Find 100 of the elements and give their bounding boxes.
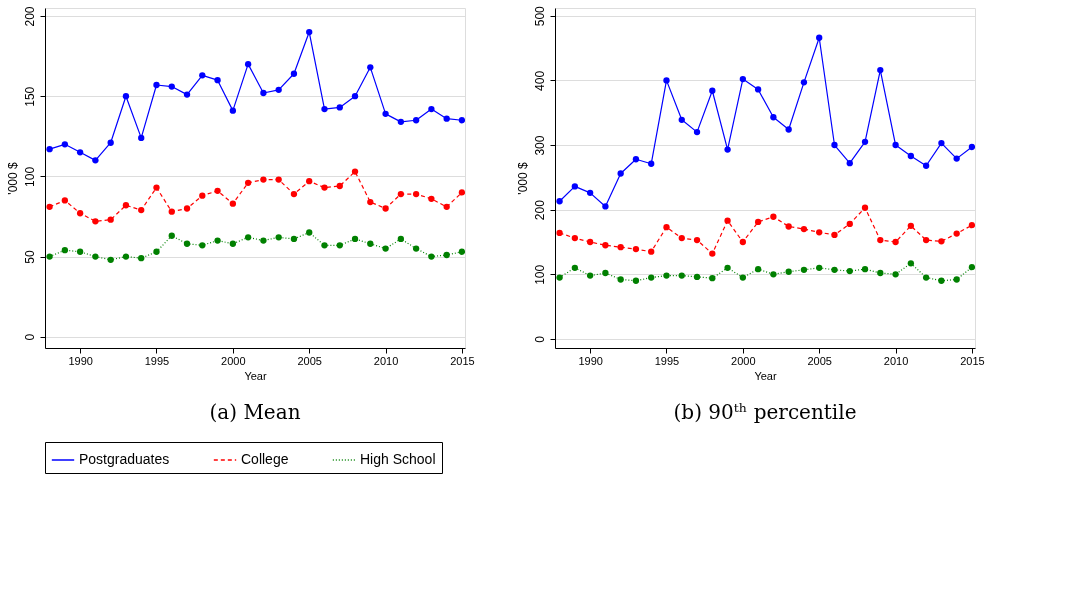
point: [724, 264, 731, 271]
point: [754, 265, 762, 273]
point: [229, 107, 237, 114]
point: [968, 264, 975, 271]
point: [892, 271, 899, 278]
point: [770, 213, 777, 220]
point: [183, 240, 191, 247]
point: [153, 184, 160, 191]
point: [153, 248, 160, 255]
point: [861, 138, 869, 145]
point: [816, 264, 823, 271]
point: [800, 79, 808, 86]
point: [754, 218, 762, 226]
y-axis-title: '000 $: [515, 162, 530, 195]
point: [907, 222, 915, 229]
point: [739, 238, 747, 246]
point: [617, 276, 624, 283]
point: [46, 203, 53, 211]
point: [709, 87, 716, 94]
point: [785, 268, 792, 275]
point: [877, 236, 884, 244]
point: [892, 141, 899, 149]
point: [724, 146, 731, 153]
point: [367, 64, 374, 71]
point: [458, 189, 465, 196]
point: [632, 277, 640, 284]
point: [846, 159, 853, 167]
point: [199, 242, 206, 249]
point: [290, 70, 298, 77]
point: [428, 253, 435, 260]
point: [351, 168, 359, 175]
point: [306, 229, 313, 236]
point: [428, 195, 435, 202]
point: [76, 210, 84, 217]
point: [602, 242, 609, 249]
point: [648, 274, 655, 281]
point: [907, 260, 915, 267]
point: [397, 235, 405, 243]
point: [693, 128, 701, 136]
point: [336, 242, 343, 249]
point: [693, 273, 701, 281]
point: [443, 203, 450, 211]
y-tick-label: 100: [22, 166, 37, 187]
point: [831, 141, 838, 149]
x-tick-label: 2000: [731, 354, 756, 367]
point: [199, 72, 206, 79]
legend-label: High School: [360, 451, 436, 467]
text: (a) Mean: [209, 400, 301, 424]
point: [107, 216, 114, 223]
point: [382, 245, 389, 252]
point: [321, 105, 328, 113]
y-tick-label: 200: [22, 6, 37, 27]
point: [412, 245, 420, 252]
point: [122, 93, 130, 100]
y-tick-label: 0: [532, 335, 547, 343]
point: [754, 86, 762, 93]
point: [76, 248, 84, 255]
point: [92, 218, 99, 225]
point: [260, 89, 267, 97]
point: [800, 225, 808, 233]
point: [367, 240, 374, 247]
point: [122, 253, 130, 260]
point: [556, 198, 563, 205]
point: [785, 126, 792, 133]
x-tick-label: 2005: [807, 354, 832, 367]
y-axis-title: '000 $: [5, 162, 20, 195]
y-tick-label: 300: [532, 135, 547, 156]
point: [306, 28, 313, 36]
point: [199, 192, 206, 199]
x-tick-label: 1990: [68, 354, 93, 367]
point: [693, 236, 701, 244]
y-tick-label: 100: [532, 264, 547, 285]
x-axis-title: Year: [754, 369, 777, 382]
point: [968, 222, 975, 229]
point: [861, 204, 869, 211]
point: [443, 115, 450, 122]
point: [351, 235, 359, 243]
point: [214, 237, 221, 244]
point: [61, 247, 69, 254]
point: [968, 143, 975, 151]
point: [953, 155, 960, 162]
point: [275, 86, 282, 93]
point: [816, 34, 823, 41]
point: [922, 236, 930, 244]
point: [709, 275, 716, 282]
point: [556, 229, 563, 237]
point: [367, 198, 374, 206]
point: [861, 265, 869, 273]
legend-label: Postgraduates: [79, 451, 170, 467]
point: [846, 220, 853, 228]
point: [816, 229, 823, 236]
point: [153, 81, 160, 89]
y-tick-label: 50: [22, 250, 37, 264]
point: [556, 274, 563, 281]
point: [709, 250, 716, 257]
point: [877, 66, 884, 74]
x-tick-label: 2010: [883, 354, 909, 367]
point: [678, 272, 685, 279]
point: [458, 248, 465, 255]
point: [586, 238, 594, 246]
